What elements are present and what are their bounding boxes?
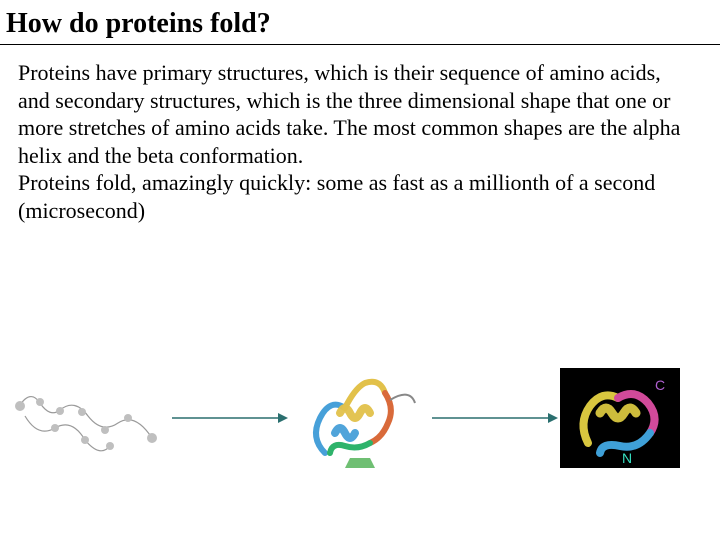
- folded-protein-icon: C N: [560, 368, 680, 468]
- unfolded-chain-icon: [10, 368, 170, 468]
- figure-folded: C N: [560, 368, 680, 468]
- svg-text:N: N: [622, 450, 632, 466]
- arrow-icon: [170, 403, 290, 433]
- folding-diagram: C N: [0, 358, 720, 478]
- figure-intermediate: [290, 358, 430, 478]
- svg-text:C: C: [655, 377, 665, 393]
- page-title: How do proteins fold?: [0, 0, 720, 45]
- partially-folded-icon: [290, 358, 430, 478]
- body-paragraph: Proteins have primary structures, which …: [0, 59, 720, 224]
- arrow-icon: [430, 403, 560, 433]
- figure-unfolded-chain: [10, 368, 170, 468]
- arrow-1: [170, 403, 290, 433]
- arrow-2: [430, 403, 560, 433]
